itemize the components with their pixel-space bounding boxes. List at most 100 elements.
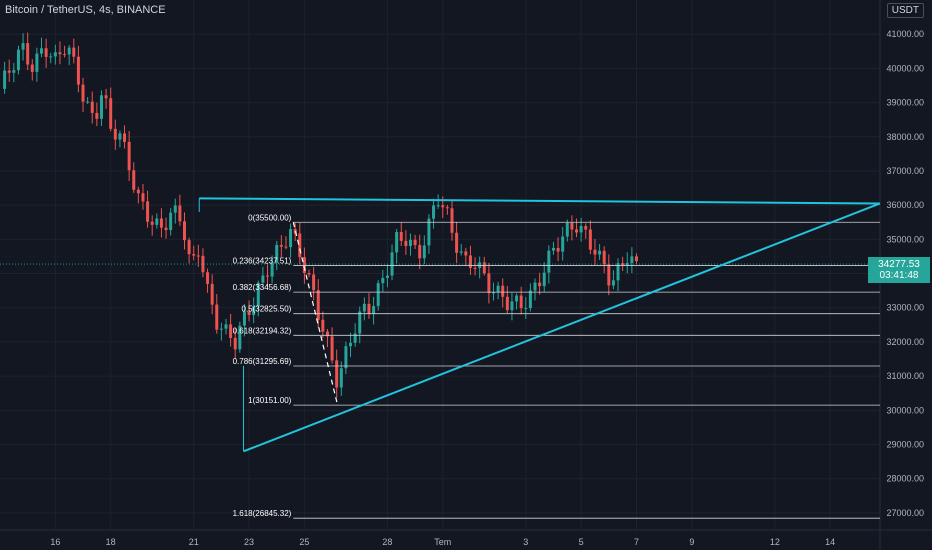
candle-body bbox=[256, 282, 260, 307]
candle-body bbox=[630, 256, 634, 263]
candle-body bbox=[132, 170, 136, 190]
candle-body bbox=[312, 274, 316, 291]
y-tick-label: 36000.00 bbox=[886, 200, 924, 210]
candle-body bbox=[501, 285, 505, 297]
candle-body bbox=[279, 244, 283, 247]
candle-body bbox=[229, 324, 233, 338]
x-tick-label: 21 bbox=[189, 537, 199, 547]
candle-body bbox=[118, 133, 122, 140]
candle-body bbox=[76, 56, 80, 85]
candle-body bbox=[556, 247, 560, 252]
candle-body bbox=[247, 311, 251, 316]
x-tick-label: 9 bbox=[689, 537, 694, 547]
candle-body bbox=[579, 226, 583, 233]
candle-body bbox=[492, 292, 496, 294]
candle-body bbox=[44, 48, 48, 57]
candle-body bbox=[146, 201, 150, 222]
candle-body bbox=[72, 47, 76, 57]
candle-body bbox=[178, 205, 182, 222]
candle-body bbox=[233, 337, 237, 350]
candle-countdown: 03:41:48 bbox=[879, 270, 919, 282]
candle-body bbox=[53, 52, 57, 57]
candle-body bbox=[136, 189, 140, 194]
candle-body bbox=[418, 245, 422, 259]
y-tick-label: 27000.00 bbox=[886, 508, 924, 518]
candle-body bbox=[533, 282, 537, 291]
y-tick-label: 32000.00 bbox=[886, 337, 924, 347]
candle-body bbox=[616, 263, 620, 281]
candle-body bbox=[49, 56, 53, 58]
candle-body bbox=[515, 295, 519, 302]
candle-body bbox=[219, 328, 223, 330]
candle-body bbox=[12, 70, 16, 73]
x-tick-label: 7 bbox=[634, 537, 639, 547]
candles bbox=[3, 32, 638, 398]
candle-body bbox=[187, 240, 191, 255]
candle-body bbox=[58, 52, 62, 55]
x-tick-label: 25 bbox=[299, 537, 309, 547]
candle-body bbox=[192, 254, 196, 256]
candle-body bbox=[109, 98, 113, 129]
candle-body bbox=[164, 227, 168, 231]
x-tick-label: 14 bbox=[825, 537, 835, 547]
fib-level-label: 0.618(32194.32) bbox=[233, 326, 292, 335]
candle-body bbox=[289, 229, 293, 248]
y-tick-label: 31000.00 bbox=[886, 371, 924, 381]
candle-body bbox=[621, 263, 625, 266]
candle-body bbox=[496, 285, 500, 293]
candle-body bbox=[538, 282, 542, 287]
candle-body bbox=[275, 244, 279, 263]
candle-body bbox=[182, 221, 186, 241]
candle-body bbox=[26, 43, 30, 65]
candle-body bbox=[40, 48, 44, 54]
y-tick-label: 28000.00 bbox=[886, 474, 924, 484]
candle-body bbox=[413, 239, 417, 246]
candle-body bbox=[634, 256, 638, 262]
candle-body bbox=[519, 295, 523, 309]
y-tick-label: 35000.00 bbox=[886, 234, 924, 244]
candle-body bbox=[86, 101, 90, 103]
candle-body bbox=[127, 141, 131, 171]
candle-body bbox=[404, 240, 408, 246]
candle-body bbox=[321, 319, 325, 332]
candle-body bbox=[284, 246, 288, 248]
last-price-value: 34277.53 bbox=[878, 259, 920, 271]
y-tick-label: 39000.00 bbox=[886, 98, 924, 108]
candle-body bbox=[90, 101, 94, 113]
candle-body bbox=[575, 229, 579, 233]
candle-body bbox=[316, 290, 320, 320]
x-tick-label: 12 bbox=[770, 537, 780, 547]
x-tick-label: 23 bbox=[244, 537, 254, 547]
candle-body bbox=[7, 70, 11, 73]
candle-body bbox=[266, 275, 270, 277]
candle-body bbox=[210, 283, 214, 305]
fib-level-label: 0.5(32825.50) bbox=[242, 305, 292, 314]
candle-body bbox=[30, 64, 34, 72]
candle-body bbox=[201, 255, 205, 273]
candle-body bbox=[450, 208, 454, 233]
y-tick-label: 38000.00 bbox=[886, 132, 924, 142]
candle-body bbox=[441, 205, 445, 208]
fib-anchor-line bbox=[292, 222, 339, 406]
x-tick-label: 3 bbox=[523, 537, 528, 547]
candle-body bbox=[487, 273, 491, 293]
candle-body bbox=[339, 368, 343, 388]
candle-body bbox=[104, 95, 108, 99]
candle-body bbox=[123, 133, 127, 142]
candle-body bbox=[173, 205, 177, 213]
candle-body bbox=[141, 193, 145, 202]
candle-body bbox=[542, 272, 546, 287]
x-tick-label: Tem bbox=[434, 537, 451, 547]
symbol-title: Bitcoin / TetherUS, 4s, BINANCE bbox=[5, 4, 166, 16]
candle-body bbox=[505, 296, 509, 311]
candle-body bbox=[422, 245, 426, 259]
candle-body bbox=[381, 277, 385, 284]
candle-body bbox=[206, 272, 210, 284]
candle-body bbox=[99, 95, 103, 119]
candle-body bbox=[63, 54, 67, 56]
candle-body bbox=[561, 236, 565, 252]
candle-body bbox=[358, 311, 362, 334]
currency-badge[interactable]: USDT bbox=[886, 3, 924, 18]
candle-body bbox=[547, 250, 551, 273]
